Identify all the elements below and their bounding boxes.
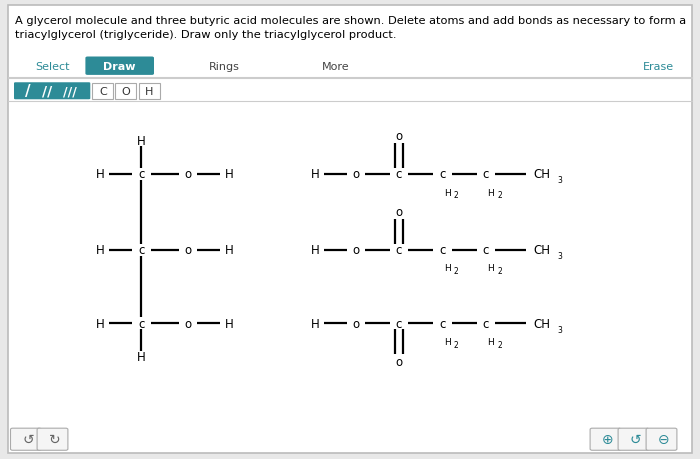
Text: O: O bbox=[122, 87, 130, 97]
Text: H: H bbox=[96, 317, 104, 330]
Text: c: c bbox=[482, 244, 489, 257]
Text: H: H bbox=[311, 317, 319, 330]
Text: ⊖: ⊖ bbox=[658, 432, 669, 446]
Text: ↺: ↺ bbox=[630, 432, 641, 446]
Text: o: o bbox=[395, 355, 402, 368]
Text: ↺: ↺ bbox=[22, 432, 34, 446]
Text: Erase: Erase bbox=[643, 62, 673, 72]
FancyBboxPatch shape bbox=[37, 428, 68, 450]
Text: c: c bbox=[395, 244, 402, 257]
Text: o: o bbox=[395, 130, 402, 143]
Text: o: o bbox=[395, 206, 402, 218]
Text: H: H bbox=[225, 317, 233, 330]
Text: ↻: ↻ bbox=[49, 432, 60, 446]
Text: H: H bbox=[311, 168, 319, 181]
Text: ⊕: ⊕ bbox=[602, 432, 613, 446]
Text: 2: 2 bbox=[454, 191, 458, 200]
Text: H: H bbox=[487, 188, 494, 197]
Text: c: c bbox=[395, 317, 402, 330]
Text: 2: 2 bbox=[497, 267, 502, 276]
Text: Select: Select bbox=[35, 62, 70, 72]
Text: CH: CH bbox=[533, 317, 550, 330]
Text: o: o bbox=[352, 244, 359, 257]
Text: c: c bbox=[482, 168, 489, 181]
Text: o: o bbox=[352, 317, 359, 330]
Text: C: C bbox=[99, 87, 107, 97]
Text: ///: /// bbox=[63, 85, 77, 98]
Text: H: H bbox=[444, 188, 451, 197]
Text: 3: 3 bbox=[557, 325, 562, 334]
Text: CH: CH bbox=[533, 168, 550, 181]
Text: 2: 2 bbox=[454, 267, 458, 276]
FancyBboxPatch shape bbox=[646, 428, 677, 450]
Text: //: // bbox=[42, 85, 52, 99]
Text: c: c bbox=[482, 317, 489, 330]
FancyBboxPatch shape bbox=[92, 84, 113, 100]
Text: More: More bbox=[322, 62, 350, 72]
Text: H: H bbox=[137, 135, 146, 148]
Text: H: H bbox=[225, 168, 233, 181]
Text: c: c bbox=[138, 317, 145, 330]
Text: /: / bbox=[25, 84, 31, 99]
Text: 2: 2 bbox=[497, 340, 502, 349]
Text: H: H bbox=[444, 337, 451, 347]
Text: H: H bbox=[137, 350, 146, 363]
Text: Rings: Rings bbox=[209, 62, 239, 72]
Text: 3: 3 bbox=[557, 176, 562, 185]
Text: o: o bbox=[184, 244, 191, 257]
Text: c: c bbox=[439, 168, 446, 181]
FancyBboxPatch shape bbox=[8, 6, 692, 453]
Text: CH: CH bbox=[533, 244, 550, 257]
FancyBboxPatch shape bbox=[139, 84, 160, 100]
Text: 2: 2 bbox=[497, 191, 502, 200]
FancyBboxPatch shape bbox=[85, 57, 154, 76]
Text: H: H bbox=[487, 264, 494, 273]
Text: c: c bbox=[395, 168, 402, 181]
Text: o: o bbox=[352, 168, 359, 181]
Text: H: H bbox=[96, 168, 104, 181]
FancyBboxPatch shape bbox=[10, 428, 41, 450]
Text: 3: 3 bbox=[557, 252, 562, 261]
FancyBboxPatch shape bbox=[14, 83, 90, 100]
Text: c: c bbox=[138, 168, 145, 181]
Text: H: H bbox=[96, 244, 104, 257]
Text: c: c bbox=[439, 317, 446, 330]
Text: 2: 2 bbox=[454, 340, 458, 349]
Text: c: c bbox=[439, 244, 446, 257]
Text: H: H bbox=[225, 244, 233, 257]
Text: H: H bbox=[311, 244, 319, 257]
FancyBboxPatch shape bbox=[618, 428, 649, 450]
Text: c: c bbox=[138, 244, 145, 257]
Text: Draw: Draw bbox=[104, 62, 136, 72]
Text: H: H bbox=[444, 264, 451, 273]
FancyBboxPatch shape bbox=[116, 84, 136, 100]
Text: H: H bbox=[487, 337, 494, 347]
Text: H: H bbox=[145, 87, 153, 97]
FancyBboxPatch shape bbox=[590, 428, 621, 450]
Text: o: o bbox=[184, 168, 191, 181]
Text: o: o bbox=[184, 317, 191, 330]
Text: A glycerol molecule and three butyric acid molecules are shown. Delete atoms and: A glycerol molecule and three butyric ac… bbox=[15, 16, 687, 40]
